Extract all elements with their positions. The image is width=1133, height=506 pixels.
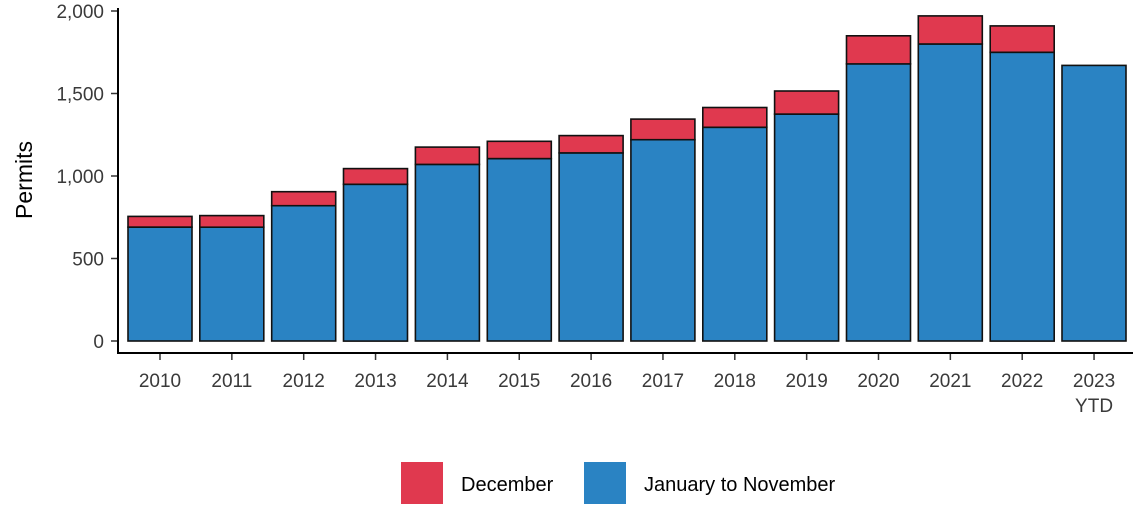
y-tick-label: 2,000: [56, 2, 104, 23]
legend: December January to November: [401, 462, 836, 504]
x-tick-label: 2010: [139, 371, 181, 392]
y-tick-label: 500: [72, 250, 104, 271]
bar-jan-nov-2017: [630, 138, 696, 342]
y-tick-label: 1,500: [56, 85, 104, 106]
bar-december-2010: [127, 215, 193, 228]
bar-december-2017: [630, 118, 696, 141]
x-tick-label: 2015: [498, 371, 540, 392]
y-tick-label: 0: [93, 332, 104, 353]
bar-december-2021: [917, 15, 984, 45]
x-tick-label: 2016: [570, 371, 612, 392]
bar-jan-nov-2019: [773, 113, 840, 342]
bar-december-2016: [558, 134, 624, 154]
bar-december-2018: [701, 106, 768, 129]
x-tick-label: 2021: [929, 371, 971, 392]
bar-jan-nov-2023: [1061, 64, 1127, 342]
x-tick-label: 2014: [426, 371, 469, 392]
bar-jan-nov-2010: [127, 226, 193, 342]
legend-swatch-jan-nov: [584, 462, 626, 504]
bar-december-2012: [270, 190, 337, 207]
bars-group: [127, 15, 1127, 342]
x-tick-label-secondary: YTD: [1075, 396, 1113, 417]
x-tick-label: 2023: [1073, 371, 1115, 392]
bar-jan-nov-2014: [414, 163, 481, 342]
x-tick-label: 2012: [283, 371, 325, 392]
bar-december-2011: [199, 214, 265, 229]
bar-december-2019: [773, 90, 840, 115]
bar-december-2022: [989, 25, 1056, 54]
bar-jan-nov-2013: [342, 183, 409, 342]
bar-jan-nov-2021: [917, 43, 984, 342]
bar-jan-nov-2012: [270, 204, 337, 342]
bar-december-2015: [486, 140, 553, 160]
bar-jan-nov-2018: [701, 126, 768, 342]
bar-jan-nov-2011: [199, 226, 265, 342]
x-tick-label: 2018: [714, 371, 756, 392]
x-tick-label: 2011: [211, 371, 252, 392]
legend-label-jan-nov: January to November: [644, 474, 836, 496]
y-axis-title: Permits: [11, 141, 37, 219]
bar-december-2020: [845, 34, 912, 65]
bar-jan-nov-2020: [845, 62, 912, 342]
bar-jan-nov-2015: [486, 157, 553, 342]
x-axis: 2010 2011 2012 2013 2014 2015 2016 2017 2018 2019…: [139, 353, 1115, 417]
x-tick-label: 2013: [354, 371, 396, 392]
x-tick-label: 2020: [857, 371, 899, 392]
legend-swatch-december: [401, 462, 443, 504]
x-tick-label: 2017: [642, 371, 684, 392]
y-axis: 0 500 1,000 1,500 2,000: [56, 2, 118, 353]
bar-december-2014: [414, 146, 481, 166]
y-tick-label: 1,000: [56, 167, 104, 188]
x-tick-label: 2019: [786, 371, 828, 392]
legend-label-december: December: [461, 474, 554, 496]
bar-december-2013: [342, 167, 409, 186]
bar-jan-nov-2022: [989, 51, 1056, 342]
bar-jan-nov-2016: [558, 152, 624, 342]
x-tick-label: 2022: [1001, 371, 1043, 392]
